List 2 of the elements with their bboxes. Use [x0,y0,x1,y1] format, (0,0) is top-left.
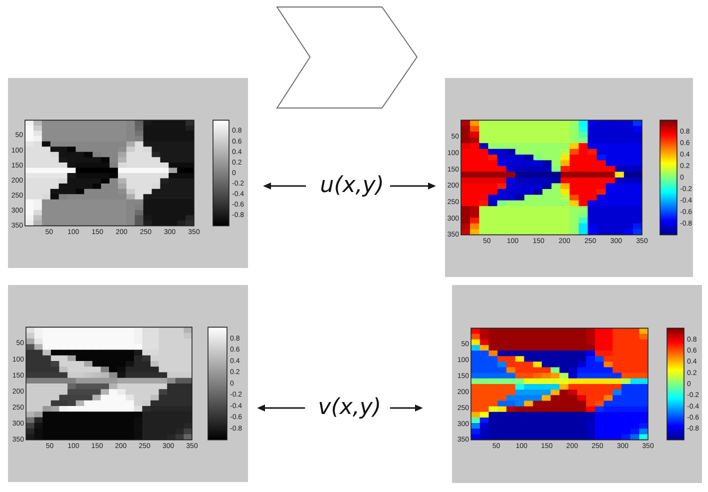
text: v(x,y) [318,394,382,422]
text: u(x,y) [320,172,384,200]
